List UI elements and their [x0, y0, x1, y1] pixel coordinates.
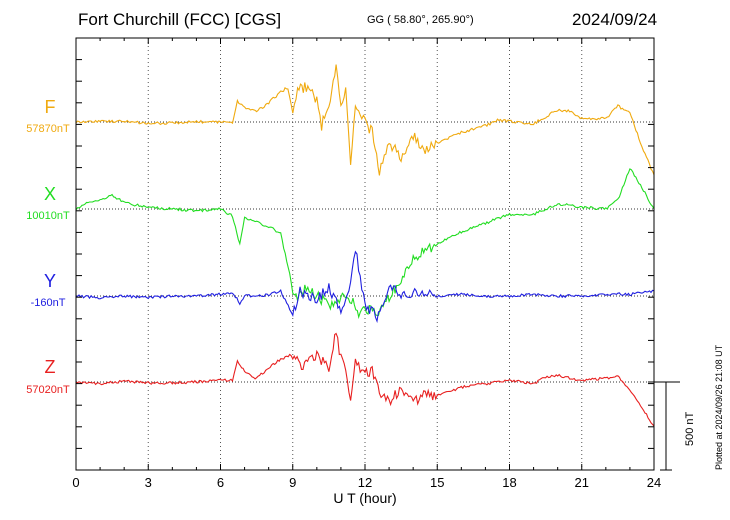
station-title: Fort Churchill (FCC) [CGS]	[78, 10, 282, 29]
scale-bar	[648, 381, 680, 471]
x-tick-label: 12	[358, 475, 372, 490]
series-name-y: Y	[44, 271, 56, 291]
x-tick-labels: 0 3 6 9 12 15 18 21 24	[72, 475, 661, 490]
axis-ticks	[75, 37, 655, 470]
series-name-f: F	[45, 97, 56, 117]
series-labels: F 57870nT X 10010nT Y -160nT Z 57020nT	[26, 97, 70, 396]
series-name-z: Z	[45, 357, 56, 377]
x-tick-label: 0	[72, 475, 79, 490]
series-baseline-z: 57020nT	[26, 384, 70, 396]
x-axis-label: U T (hour)	[333, 490, 396, 506]
series-line-y	[75, 250, 655, 324]
series-baseline-x: 10010nT	[26, 210, 70, 222]
x-tick-label: 6	[217, 475, 224, 490]
series-name-x: X	[44, 184, 56, 204]
x-tick-label: 18	[502, 475, 516, 490]
series-baseline-f: 57870nT	[26, 123, 70, 135]
x-tick-label: 3	[145, 475, 152, 490]
station-coords: GG ( 58.80°, 265.90°)	[367, 14, 474, 26]
scale-bar-label: 500 nT	[684, 411, 696, 446]
series-lines	[75, 64, 655, 427]
series-line-z	[75, 332, 655, 427]
series-line-f	[75, 64, 655, 176]
series-line-x	[75, 168, 655, 320]
plotted-timestamp: Plotted at 2024/09/26 21:08 UT	[714, 344, 724, 470]
x-tick-label: 24	[647, 475, 661, 490]
x-tick-label: 21	[575, 475, 589, 490]
plot-date: 2024/09/24	[572, 10, 658, 29]
x-tick-label: 15	[430, 475, 444, 490]
series-baseline-y: -160nT	[31, 297, 66, 309]
grid-lines	[147, 38, 583, 470]
x-tick-label: 9	[289, 475, 296, 490]
